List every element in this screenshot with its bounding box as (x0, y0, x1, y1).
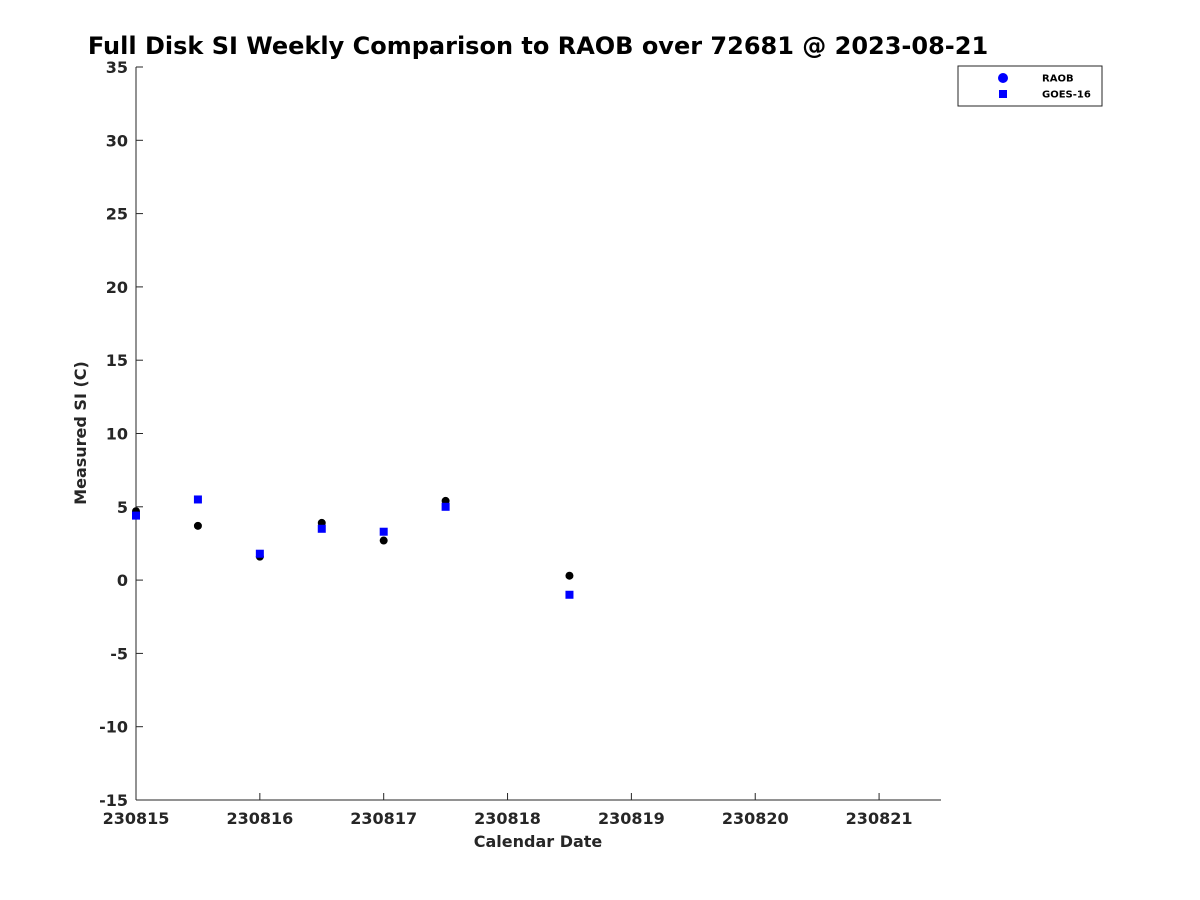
x-tick-label: 230815 (103, 809, 170, 828)
x-tick-label: 230821 (846, 809, 913, 828)
legend-box (957, 65, 1103, 107)
point-raob (193, 521, 202, 530)
y-tick-label: 0 (117, 571, 128, 590)
y-ticks: -15 -10 -5 0 5 10 15 20 25 30 35 (99, 58, 143, 810)
x-tick-label: 230819 (598, 809, 665, 828)
point-goes-16 (193, 495, 202, 504)
legend-label-raob: RAOB (1042, 74, 1074, 85)
x-tick-label: 230816 (226, 809, 293, 828)
x-tick-label: 230818 (474, 809, 541, 828)
point-goes-16 (317, 524, 326, 533)
y-tick-label: 15 (106, 351, 128, 370)
point-raob (565, 571, 574, 580)
x-ticks: 230815 230816 230817 230818 230819 230820 2308… (103, 793, 913, 828)
x-tick-label: 230820 (722, 809, 789, 828)
y-tick-label: 25 (106, 205, 128, 224)
x-axis-label: Calendar Date (474, 832, 603, 851)
axes (135, 67, 941, 801)
point-goes-16 (441, 502, 450, 511)
data-points (132, 495, 574, 599)
point-raob (379, 536, 388, 545)
y-tick-label: 5 (117, 498, 128, 517)
point-goes-16 (379, 527, 388, 536)
y-tick-label: 30 (106, 131, 128, 150)
x-tick-label: 230817 (350, 809, 417, 828)
y-tick-label: 20 (106, 278, 128, 297)
point-goes-16 (255, 549, 264, 558)
legend: RAOB GOES-16 (957, 65, 1103, 107)
y-tick-label: -10 (99, 718, 128, 737)
y-tick-label: -15 (99, 791, 128, 810)
chart-title: Full Disk SI Weekly Comparison to RAOB o… (88, 32, 988, 60)
y-tick-label: 35 (106, 58, 128, 77)
legend-label-goes16: GOES-16 (1042, 90, 1091, 101)
point-goes-16 (565, 590, 574, 599)
legend-marker-raob (998, 73, 1008, 83)
point-goes-16 (132, 511, 140, 520)
legend-marker-goes16 (999, 90, 1007, 98)
y-tick-label: -5 (110, 644, 128, 663)
y-axis-label: Measured SI (C) (71, 361, 90, 505)
y-tick-label: 10 (106, 425, 128, 444)
